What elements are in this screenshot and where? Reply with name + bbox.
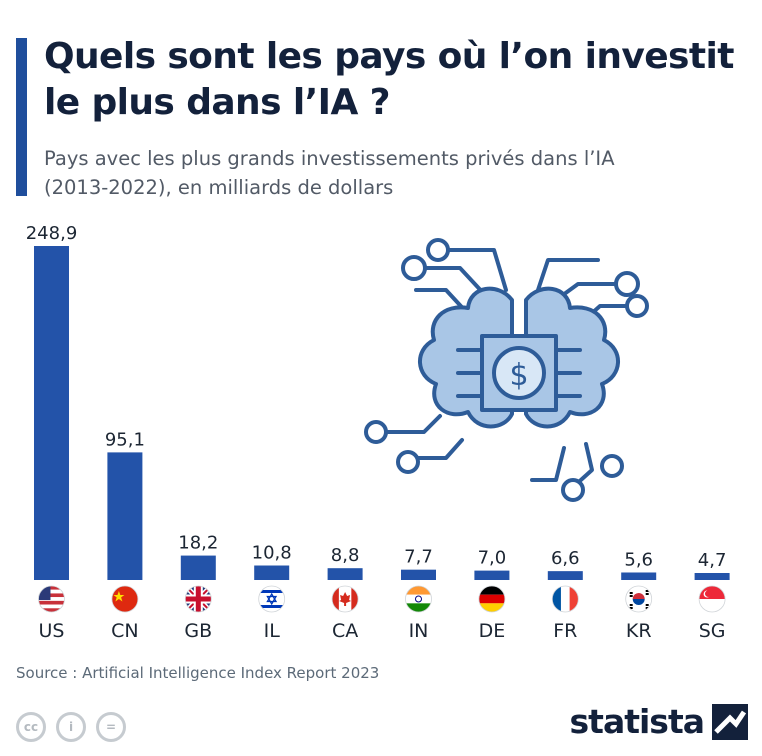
flag-row: [38, 585, 726, 613]
bar-series: [34, 246, 730, 580]
brand-logo[interactable]: statista: [570, 702, 748, 741]
value-label-group: 248,9 95,1 18,2 10,8 8,8 7,7 7,0 6,6 5,6 4,7: [26, 223, 727, 571]
value-label-gb: 18,2: [178, 533, 218, 554]
il-flag-icon: [258, 585, 286, 613]
bar-chart: $ 248,9 95,1 18,2 10,8 8,8 7,7 7,0 6,6 5,6 4,7 US…: [26, 223, 730, 642]
value-label-sg: 4,7: [698, 550, 727, 571]
category-label-sg: SG: [699, 620, 726, 642]
category-label-de: DE: [479, 620, 506, 642]
bar-ca: [327, 568, 363, 580]
value-label-kr: 5,6: [624, 549, 653, 570]
brand-name: statista: [569, 702, 705, 741]
statista-logo-icon: [712, 703, 748, 740]
creative-commons-icon[interactable]: cc: [16, 712, 46, 742]
us-flag-icon: [38, 585, 65, 613]
value-label-il: 10,8: [252, 543, 292, 564]
category-label-fr: FR: [553, 620, 577, 642]
chart-subtitle: Pays avec les plus grands investissement…: [44, 147, 615, 199]
source-note: Source : Artificial Intelligence Index R…: [16, 664, 380, 682]
bar-gb: [180, 555, 216, 580]
category-label-cn: CN: [111, 620, 138, 642]
bar-de: [474, 570, 510, 580]
de-flag-icon: [478, 585, 506, 613]
no-derivatives-icon[interactable]: =: [96, 712, 126, 742]
value-label-fr: 6,6: [551, 548, 580, 569]
category-label-gb: GB: [184, 620, 212, 642]
category-label-il: IL: [264, 620, 281, 642]
category-label-group: US CN GB IL CA IN DE FR KR SG: [39, 620, 726, 642]
bar-sg: [694, 573, 730, 580]
attribution-icon[interactable]: i: [56, 712, 86, 742]
value-label-ca: 8,8: [331, 545, 360, 566]
category-label-us: US: [39, 620, 65, 642]
title-accent-bar: [16, 38, 27, 196]
bar-kr: [621, 572, 657, 580]
value-label-de: 7,0: [478, 548, 507, 569]
ca-flag-icon: [331, 585, 359, 613]
category-label-ca: CA: [332, 620, 358, 642]
cn-flag-icon: [111, 585, 139, 613]
bar-fr: [547, 571, 583, 580]
bar-il: [254, 565, 290, 580]
value-label-in: 7,7: [404, 547, 433, 568]
value-label-us: 248,9: [26, 223, 78, 244]
illustration-dollar-symbol: $: [509, 358, 528, 393]
chart-title: Quels sont les pays où l’on investit le …: [44, 36, 734, 123]
fr-flag-icon: [551, 585, 579, 613]
gb-flag-icon: [184, 585, 212, 613]
license-icons: cc i =: [16, 712, 126, 742]
sg-flag-icon: [698, 585, 726, 613]
bar-us: [34, 246, 69, 580]
category-label-in: IN: [409, 620, 429, 642]
kr-flag-icon: [625, 585, 653, 613]
bar-cn: [107, 452, 143, 580]
category-label-kr: KR: [626, 620, 652, 642]
in-flag-icon: [405, 585, 432, 613]
value-label-cn: 95,1: [105, 429, 145, 450]
ai-cloud-dollar-circuit-icon: [364, 238, 649, 502]
bar-in: [401, 569, 436, 580]
